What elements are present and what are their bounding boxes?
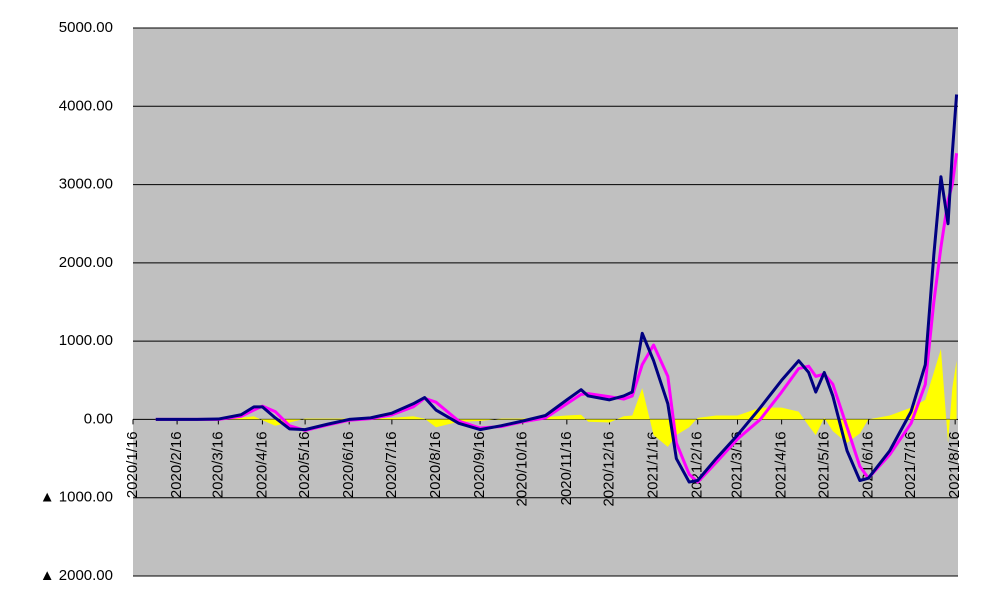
x-tick-label: 2020/11/16 (558, 431, 575, 505)
x-tick-label: 2021/3/16 (728, 431, 745, 498)
y-tick-label: 1000.00 (59, 332, 113, 349)
x-tick-label: 2021/4/16 (773, 431, 790, 498)
x-tick-label: 2021/1/16 (645, 431, 662, 498)
x-tick-label: 2021/8/16 (946, 431, 963, 498)
x-tick-label: 2021/5/16 (815, 431, 832, 498)
x-tick-label: 2020/3/16 (209, 431, 226, 498)
x-tick-label: 2020/10/16 (514, 431, 531, 506)
y-tick-label: ▲ 1000.00 (40, 489, 113, 506)
y-tick-label: 2000.00 (59, 254, 113, 271)
y-tick-label: 3000.00 (59, 176, 113, 193)
plot-area (133, 28, 958, 576)
x-tick-label: 2020/6/16 (340, 431, 357, 498)
x-tick-label: 2020/5/16 (296, 431, 313, 498)
y-tick-label: 4000.00 (59, 97, 113, 114)
x-tick-label: 2020/8/16 (427, 431, 444, 498)
x-tick-label: 2020/9/16 (471, 431, 488, 498)
x-tick-label: 2020/2/16 (168, 431, 185, 498)
x-tick-label: 2020/12/16 (600, 431, 617, 506)
x-tick-label: 2021/7/16 (902, 431, 919, 498)
x-tick-label: 2020/4/16 (253, 431, 270, 498)
y-tick-label: 0.00 (84, 410, 113, 427)
x-tick-label: 2021/2/16 (689, 431, 706, 498)
y-tick-label: 5000.00 (59, 19, 113, 36)
y-tick-label: ▲ 2000.00 (40, 567, 113, 584)
x-tick-label: 2020/1/16 (124, 431, 141, 498)
x-tick-label: 2020/7/16 (383, 431, 400, 498)
x-tick-label: 2021/6/16 (859, 431, 876, 498)
series-line (155, 94, 959, 484)
